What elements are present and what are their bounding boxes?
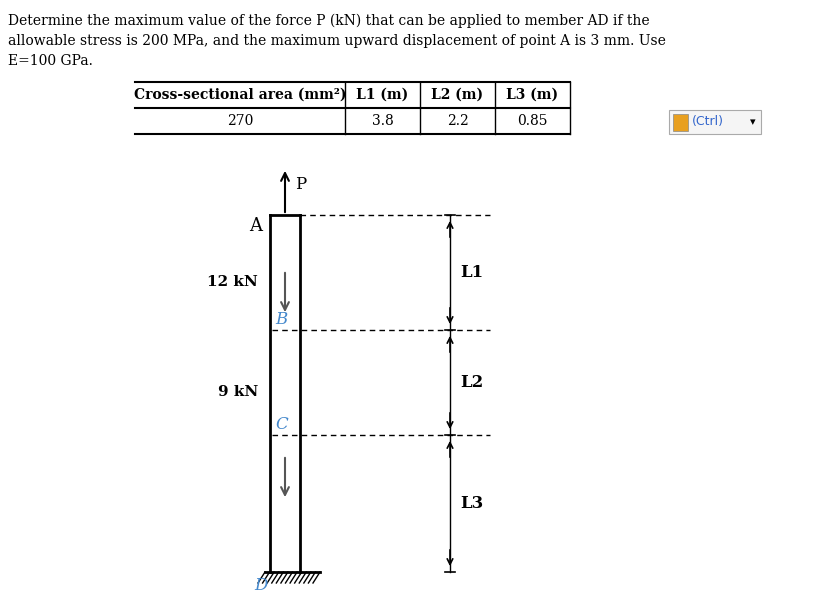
Text: L2 (m): L2 (m) xyxy=(432,88,484,102)
Text: (Ctrl): (Ctrl) xyxy=(692,115,724,128)
Text: P: P xyxy=(295,176,307,193)
Text: Determine the maximum value of the force P (kN) that can be applied to member AD: Determine the maximum value of the force… xyxy=(8,14,649,28)
FancyBboxPatch shape xyxy=(669,110,761,134)
Text: D: D xyxy=(255,577,268,594)
Text: ▾: ▾ xyxy=(750,117,756,127)
Text: L1 (m): L1 (m) xyxy=(356,88,409,102)
Text: L1: L1 xyxy=(460,264,483,281)
Text: E=100 GPa.: E=100 GPa. xyxy=(8,54,93,68)
Text: Cross-sectional area (mm²): Cross-sectional area (mm²) xyxy=(133,88,346,102)
Text: 0.85: 0.85 xyxy=(517,114,548,128)
Text: C: C xyxy=(275,416,288,433)
Text: 270: 270 xyxy=(227,114,253,128)
Text: L3 (m): L3 (m) xyxy=(507,88,559,102)
Text: allowable stress is 200 MPa, and the maximum upward displacement of point A is 3: allowable stress is 200 MPa, and the max… xyxy=(8,34,666,48)
Text: 3.8: 3.8 xyxy=(372,114,393,128)
Text: 2.2: 2.2 xyxy=(447,114,468,128)
Text: L3: L3 xyxy=(460,495,483,512)
FancyBboxPatch shape xyxy=(673,114,689,131)
Text: 12 kN: 12 kN xyxy=(208,276,258,289)
Text: A: A xyxy=(249,217,262,235)
Text: L2: L2 xyxy=(460,374,483,391)
Text: B: B xyxy=(275,311,288,328)
Text: 9 kN: 9 kN xyxy=(218,386,258,400)
